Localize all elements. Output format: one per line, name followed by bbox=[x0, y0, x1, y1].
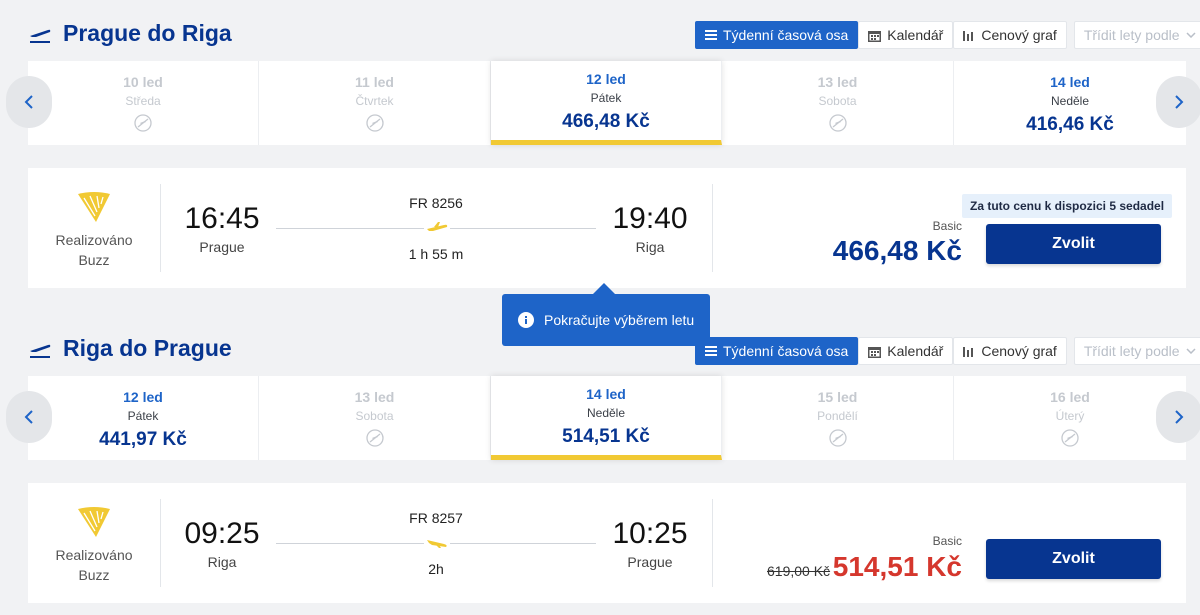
chevron-right-icon bbox=[1175, 95, 1184, 109]
tooltip-arrow bbox=[593, 283, 615, 294]
continue-tooltip: Pokračujte výběrem letu bbox=[502, 294, 710, 346]
no-flight-icon bbox=[365, 429, 384, 447]
select-flight-button[interactable]: Zvolit bbox=[986, 539, 1161, 579]
chevron-down-icon bbox=[1186, 32, 1196, 38]
view-toolbar-inbound: Týdenní časová osa Kalendář Cenový graf … bbox=[695, 337, 1200, 365]
tab-calendar[interactable]: Kalendář bbox=[858, 21, 954, 49]
ryanair-harp-logo bbox=[78, 507, 110, 537]
departure-city: Riga bbox=[207, 554, 237, 570]
operator-info: Realizováno Buzz bbox=[55, 547, 133, 583]
tab-price-graph[interactable]: Cenový graf bbox=[953, 21, 1067, 49]
plane-landing-icon bbox=[424, 535, 450, 551]
departure-time: 16:45 bbox=[184, 202, 260, 235]
chevron-right-icon bbox=[1175, 410, 1184, 424]
date-cell[interactable]: 13 led Sobota bbox=[722, 61, 954, 145]
date-cell-selected[interactable]: 14 led Neděle 514,51 Kč bbox=[491, 376, 722, 460]
original-price: 619,00 Kč bbox=[767, 563, 831, 579]
tab-calendar[interactable]: Kalendář bbox=[858, 337, 954, 365]
date-cell[interactable]: 11 led Čtvrtek bbox=[259, 61, 491, 145]
section-title-inbound: Riga do Prague bbox=[63, 335, 232, 361]
no-flight-icon bbox=[828, 114, 847, 132]
seats-available-badge: Za tuto cenu k dispozici 5 sedadel bbox=[962, 194, 1173, 218]
divider bbox=[712, 499, 713, 587]
next-week-button[interactable] bbox=[1156, 76, 1200, 128]
departure-time: 09:25 bbox=[184, 517, 260, 550]
chevron-down-icon bbox=[1186, 348, 1196, 354]
section-title-outbound: Prague do Riga bbox=[63, 20, 232, 46]
arrival-city: Riga bbox=[635, 239, 665, 255]
tab-weekly-timeline[interactable]: Týdenní časová osa bbox=[695, 337, 859, 365]
date-strip-inbound: 12 led Pátek 441,97 Kč 13 led Sobota 14 … bbox=[28, 376, 1186, 460]
no-flight-icon bbox=[1061, 429, 1079, 447]
chevron-left-icon bbox=[24, 95, 33, 109]
date-cell-selected[interactable]: 12 led Pátek 466,48 Kč bbox=[491, 61, 722, 145]
tab-price-graph[interactable]: Cenový graf bbox=[953, 337, 1067, 365]
date-cell[interactable]: 15 led Pondělí bbox=[722, 376, 954, 460]
sort-dropdown[interactable]: Třídit lety podle bbox=[1073, 21, 1200, 49]
no-flight-icon bbox=[134, 114, 152, 132]
flight-duration: 2h bbox=[428, 561, 444, 577]
takeoff-icon bbox=[30, 344, 51, 358]
view-toolbar-outbound: Týdenní časová osa Kalendář Cenový graf … bbox=[695, 21, 1200, 49]
flight-number: FR 8256 bbox=[409, 195, 463, 211]
divider bbox=[160, 499, 161, 587]
next-week-button[interactable] bbox=[1156, 391, 1200, 443]
takeoff-icon bbox=[30, 29, 51, 43]
date-cell[interactable]: 10 led Středa bbox=[28, 61, 259, 145]
departure-city: Prague bbox=[199, 239, 245, 255]
select-flight-button[interactable]: Zvolit bbox=[986, 224, 1161, 264]
sort-dropdown[interactable]: Třídit lety podle bbox=[1073, 337, 1200, 365]
fare-type: Basic bbox=[932, 534, 962, 548]
date-strip-outbound: 10 led Středa 11 led Čtvrtek 12 led Páte… bbox=[28, 61, 1186, 145]
date-cell[interactable]: 13 led Sobota bbox=[259, 376, 491, 460]
discounted-price: 514,51 Kč bbox=[832, 551, 962, 582]
plane-icon bbox=[424, 220, 450, 236]
tab-weekly-timeline[interactable]: Týdenní časová osa bbox=[695, 21, 859, 49]
bar-chart-icon bbox=[963, 347, 974, 357]
fare-type: Basic bbox=[932, 219, 962, 233]
prev-week-button[interactable] bbox=[6, 76, 52, 128]
calendar-icon bbox=[868, 346, 882, 358]
date-cell[interactable]: 16 led Úterý bbox=[954, 376, 1186, 460]
list-icon bbox=[705, 30, 717, 40]
list-icon bbox=[705, 346, 717, 356]
date-cell[interactable]: 12 led Pátek 441,97 Kč bbox=[28, 376, 259, 460]
flight-price: 466,48 Kč bbox=[832, 235, 962, 266]
arrival-city: Prague bbox=[627, 554, 673, 570]
prev-week-button[interactable] bbox=[6, 391, 52, 443]
info-icon bbox=[518, 312, 534, 328]
no-flight-icon bbox=[365, 114, 384, 132]
flight-number: FR 8257 bbox=[409, 510, 463, 526]
operator-info: Realizováno Buzz bbox=[55, 232, 133, 268]
date-cell[interactable]: 14 led Neděle 416,46 Kč bbox=[1026, 74, 1114, 135]
calendar-icon bbox=[868, 30, 882, 42]
bar-chart-icon bbox=[963, 31, 974, 41]
arrival-time: 10:25 bbox=[612, 517, 688, 550]
flight-duration: 1 h 55 m bbox=[408, 246, 464, 262]
ryanair-harp-logo bbox=[78, 192, 110, 222]
no-flight-icon bbox=[828, 429, 847, 447]
arrival-time: 19:40 bbox=[612, 202, 688, 235]
divider bbox=[160, 184, 161, 272]
divider bbox=[712, 184, 713, 272]
chevron-left-icon bbox=[24, 410, 33, 424]
